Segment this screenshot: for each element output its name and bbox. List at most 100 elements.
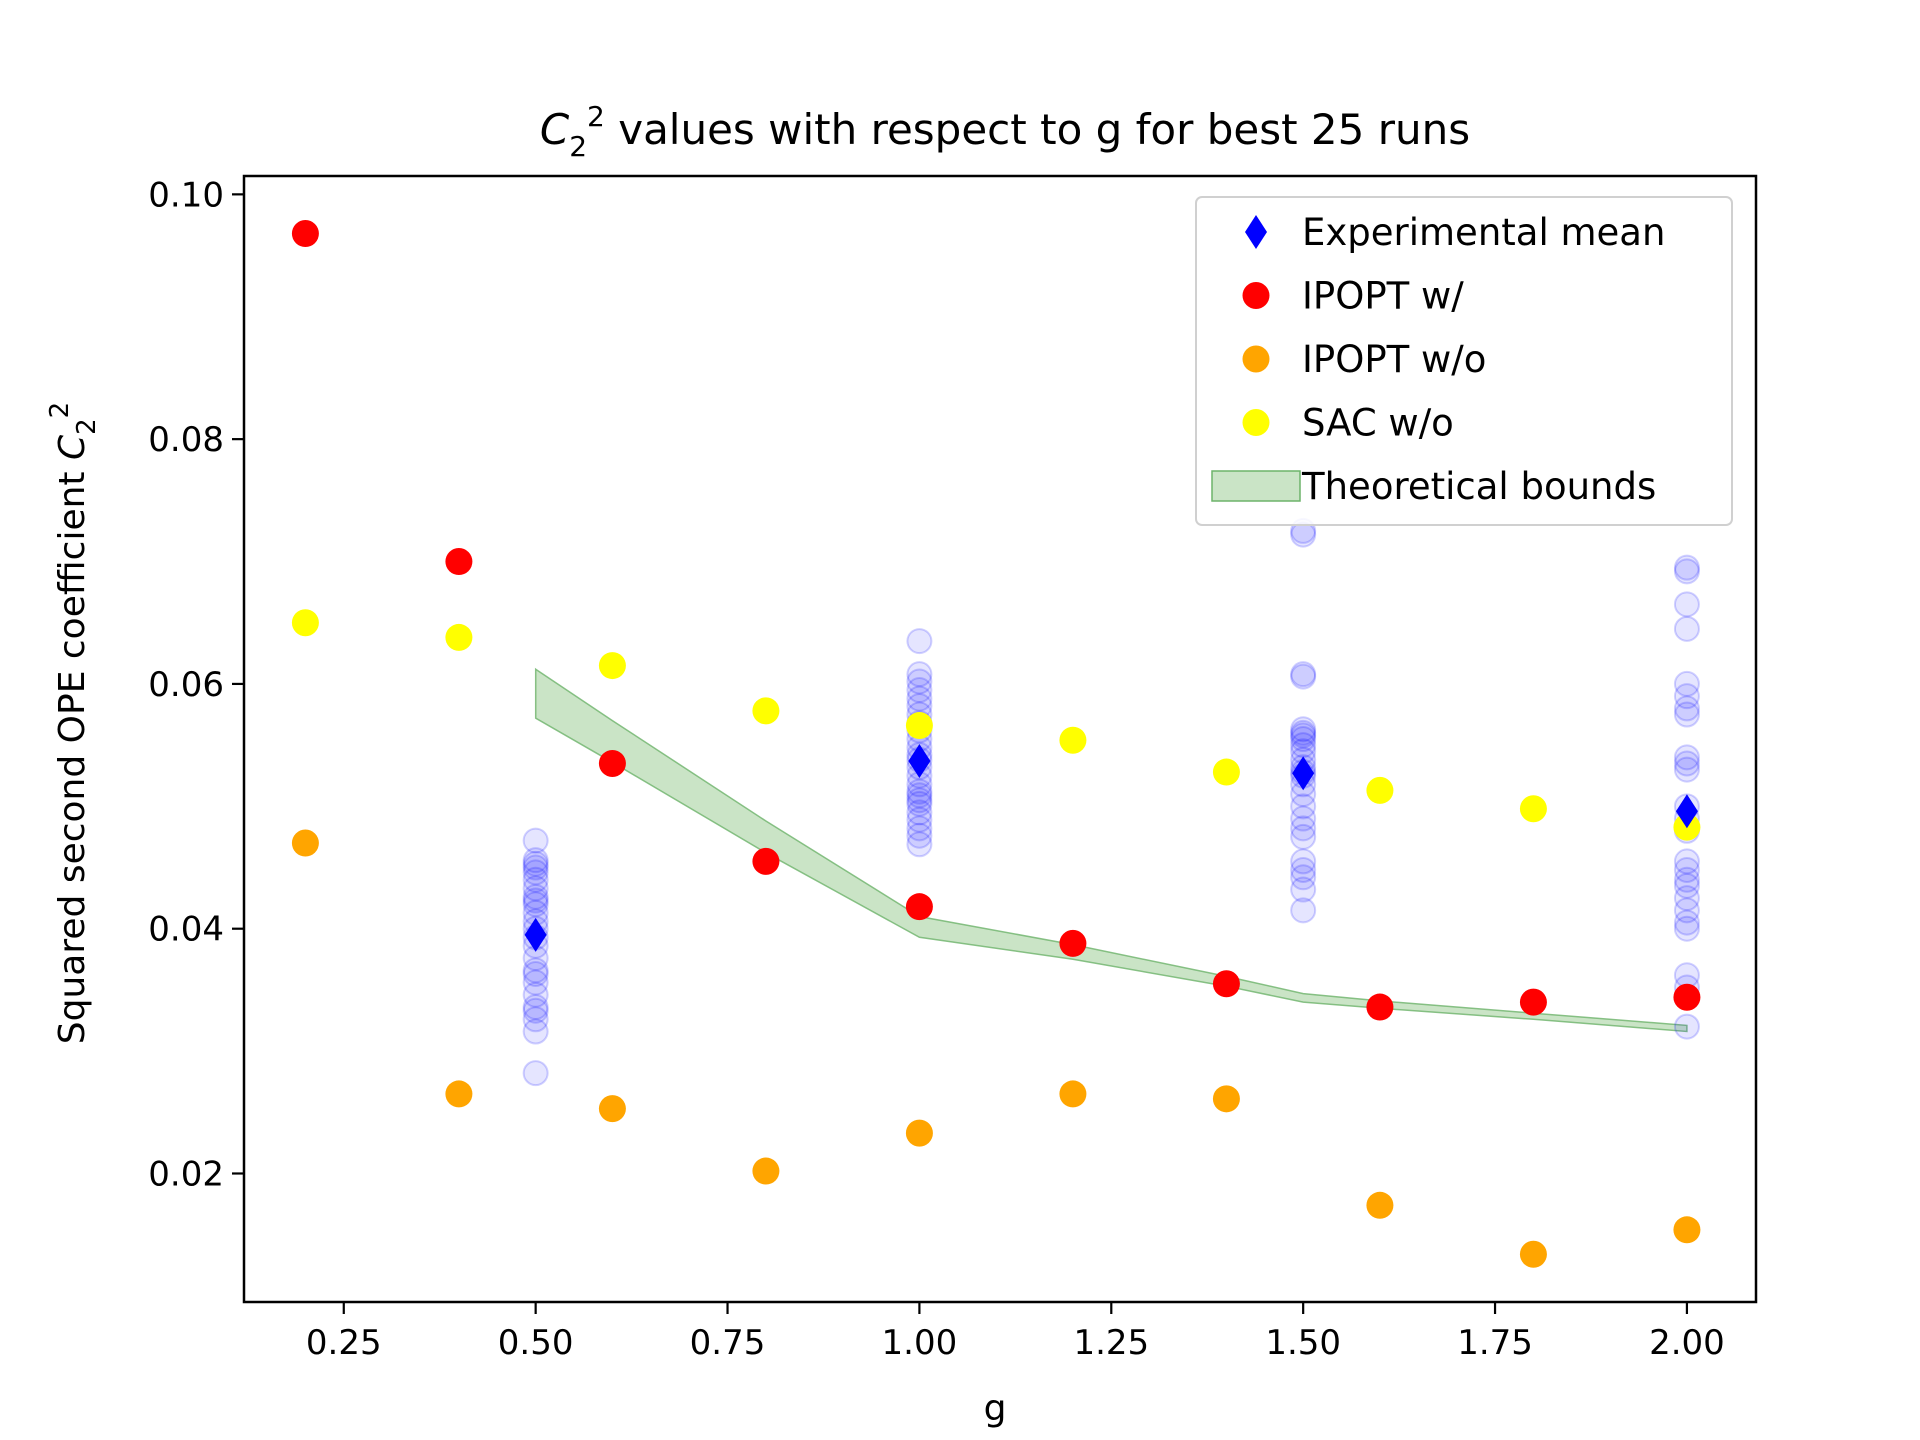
sac-without-point: [1519, 795, 1547, 823]
run-point: [1673, 848, 1700, 875]
title-superscript: 2: [587, 100, 605, 133]
legend-label: IPOPT w/o: [1302, 338, 1486, 381]
ipopt-without-point: [598, 1095, 626, 1123]
y-tick-label: 0.08: [148, 420, 224, 460]
run-point: [906, 799, 933, 826]
run-point: [1673, 856, 1700, 883]
run-point: [1290, 815, 1317, 842]
run-point: [522, 887, 549, 914]
axes-frame: [242, 174, 1758, 1304]
run-point: [1673, 909, 1700, 936]
legend-experimental-marker: [1245, 215, 1267, 249]
run-point: [522, 866, 549, 893]
sac-without-point: [905, 712, 933, 740]
run-point: [522, 854, 549, 881]
run-point: [906, 677, 933, 704]
run-point: [522, 1018, 549, 1045]
ipopt-without-point: [905, 1119, 933, 1147]
sac-without-point: [1366, 776, 1394, 804]
ipopt-with-point: [1059, 929, 1087, 957]
sac-without-point: [291, 609, 319, 637]
run-point: [1673, 885, 1700, 912]
run-point: [1673, 962, 1700, 989]
run-point: [522, 969, 549, 996]
run-point: [1290, 856, 1317, 883]
run-point: [906, 831, 933, 858]
ipopt-with-point: [905, 893, 933, 921]
run-point: [522, 847, 549, 874]
run-point: [906, 661, 933, 688]
run-point: [1290, 726, 1317, 752]
run-point: [522, 1060, 549, 1087]
run-point: [1290, 864, 1317, 891]
run-point: [1673, 695, 1700, 722]
experimental-mean-point: [1675, 794, 1698, 829]
run-point: [1673, 670, 1700, 697]
experimental-mean-point: [524, 917, 547, 952]
x-tick-label: 0.75: [690, 1323, 766, 1363]
run-point: [522, 827, 549, 854]
run-point: [906, 668, 933, 695]
legend-bounds-marker: [1211, 470, 1301, 502]
legend: Experimental mean IPOPT w/IPOPT w/o SAC w/…: [1195, 196, 1733, 526]
run-point: [522, 994, 549, 1021]
run-point: [1673, 744, 1700, 771]
ipopt-without-point: [1673, 1216, 1701, 1244]
run-point: [1290, 897, 1317, 924]
x-tick-label: 0.50: [498, 1323, 574, 1363]
run-point: [522, 1006, 549, 1033]
chart-title: C22 values with respect to g for best 25…: [540, 100, 1470, 163]
run-point: [1673, 872, 1700, 899]
run-point: [906, 628, 933, 655]
y-axis-ticks: 0.02 0.04 0.06 0.08 0.10: [148, 175, 244, 1194]
run-point: [1673, 750, 1700, 777]
run-point: [522, 883, 549, 910]
title-subscript: 2: [569, 130, 587, 163]
run-point: [1673, 558, 1700, 585]
ipopt-without-point: [1519, 1240, 1547, 1268]
run-point: [906, 790, 933, 817]
x-tick-label: 1.00: [882, 1323, 958, 1363]
y-tick-label: 0.06: [148, 665, 224, 705]
sac-without-point: [445, 623, 473, 651]
run-point: [1290, 663, 1317, 690]
x-tick-label: 1.75: [1457, 1323, 1533, 1363]
ipopt-without-point: [1366, 1191, 1394, 1219]
run-point: [1673, 897, 1700, 924]
legend-box: [1195, 196, 1733, 526]
ipopt-without-point: [1212, 1085, 1240, 1113]
run-point: [1673, 554, 1700, 581]
sac-without-point: [752, 697, 780, 725]
run-point: [906, 806, 933, 833]
run-point: [906, 782, 933, 809]
run-point: [1290, 661, 1317, 688]
title-symbol: C: [540, 105, 570, 154]
legend-ipopt-without-marker: [1242, 345, 1270, 373]
x-tick-label: 1.50: [1265, 1323, 1341, 1363]
legend-label: IPOPT w/: [1302, 275, 1464, 318]
run-point: [906, 685, 933, 712]
run-point: [522, 875, 549, 902]
run-point: [1290, 716, 1317, 743]
run-point: [1673, 683, 1700, 710]
run-point: [1290, 876, 1317, 903]
run-point: [906, 815, 933, 842]
run-point: [1290, 719, 1317, 746]
sac-without-point: [1212, 758, 1240, 786]
y-tick-label: 0.02: [148, 1154, 224, 1194]
ipopt-without-point: [1059, 1080, 1087, 1108]
y-tick-label: 0.04: [148, 910, 224, 950]
run-point: [1673, 615, 1700, 642]
run-point: [1290, 793, 1317, 820]
ipopt-with-point: [598, 749, 626, 777]
ipopt-with-point: [445, 548, 473, 576]
ipopt-with-point: [1212, 970, 1240, 998]
legend-label: Theoretical bounds: [1301, 465, 1656, 508]
ipopt-without-point: [752, 1157, 780, 1185]
run-point: [1290, 805, 1317, 832]
legend-label: SAC w/o: [1302, 402, 1454, 445]
ipopt-with-point: [1519, 988, 1547, 1016]
ipopt-without-point: [445, 1080, 473, 1108]
run-point: [522, 850, 549, 877]
